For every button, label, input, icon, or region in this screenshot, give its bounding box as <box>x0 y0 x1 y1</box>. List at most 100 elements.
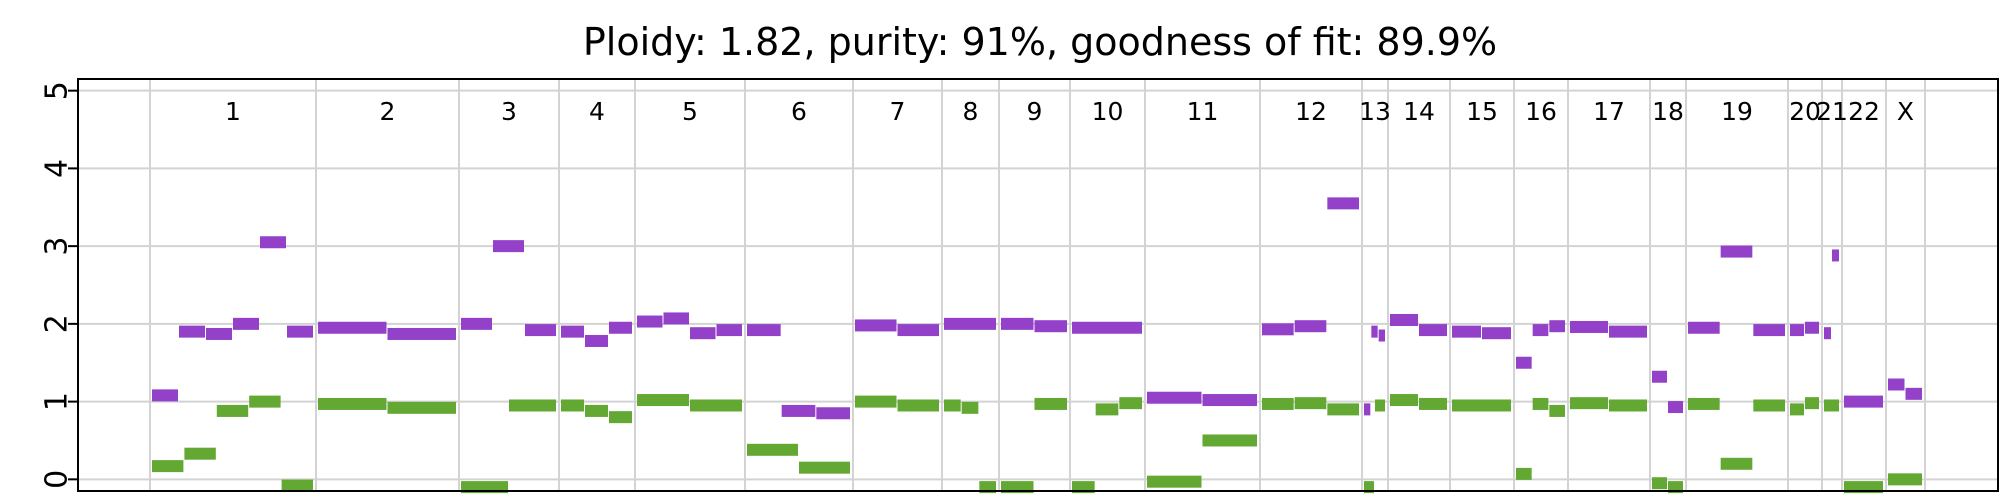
chromosome-label-1: 1 <box>225 97 241 126</box>
major-cn-segment-chr20 <box>1805 321 1819 334</box>
minor-cn-segment-chr16 <box>1549 404 1565 417</box>
major-cn-segment-chr9 <box>1001 317 1034 330</box>
major-cn-segment-chr10 <box>1072 321 1142 334</box>
major-cn-segment-chr9 <box>1034 320 1067 333</box>
major-cn-segment-chr1 <box>206 327 232 340</box>
minor-cn-segment-chrX <box>1888 473 1922 486</box>
major-cn-segment-chr6 <box>816 407 850 420</box>
major-cn-segment-chr4 <box>609 321 632 334</box>
minor-cn-segment-chr20 <box>1790 403 1804 416</box>
chromosome-label-7: 7 <box>890 97 906 126</box>
minor-cn-segment-chr11 <box>1147 475 1202 488</box>
minor-cn-segment-chr15 <box>1452 399 1511 412</box>
y-tick-label: 2 <box>40 314 75 333</box>
axis-layer: 0 1 2 3 4 5 <box>40 81 78 489</box>
chromosome-label-13: 13 <box>1359 97 1391 126</box>
major-cn-segment-chr18 <box>1668 401 1683 414</box>
major-cn-segment-chr13 <box>1364 403 1371 416</box>
major-cn-segment-chr17 <box>1570 320 1608 333</box>
minor-cn-segment-chr16 <box>1516 467 1532 480</box>
chromosome-label-8: 8 <box>963 97 979 126</box>
chart-title: Ploidy: 1.82, purity: 91%, goodness of f… <box>583 20 1497 64</box>
minor-cn-segment-chr14 <box>1419 397 1447 410</box>
chromosome-label-20: 20 <box>1789 97 1821 126</box>
minor-copy-number-series <box>152 394 1922 494</box>
major-cn-segment-chr4 <box>561 325 584 338</box>
minor-cn-segment-chr4 <box>561 399 584 412</box>
minor-cn-segment-chr19 <box>1753 399 1785 412</box>
major-cn-segment-chr6 <box>781 404 816 417</box>
major-cn-segment-chr14 <box>1390 313 1418 326</box>
minor-cn-segment-chr10 <box>1095 403 1119 416</box>
y-tick-label: 0 <box>40 470 75 489</box>
minor-cn-segment-chr19 <box>1688 397 1720 410</box>
major-cn-segment-chr19 <box>1753 324 1785 337</box>
chromosome-label-2: 2 <box>380 97 396 126</box>
major-cn-segment-chr11 <box>1202 394 1257 407</box>
chromosome-label-9: 9 <box>1027 97 1043 126</box>
major-cn-segment-chr18 <box>1652 370 1667 383</box>
major-cn-segment-chr16 <box>1549 320 1565 333</box>
major-cn-segment-chr5 <box>637 315 663 328</box>
major-cn-segment-chr14 <box>1419 324 1447 337</box>
minor-cn-segment-chr6 <box>799 461 850 474</box>
minor-cn-segment-chr4 <box>585 404 608 417</box>
minor-cn-segment-chr13 <box>1364 481 1374 494</box>
minor-cn-segment-chr14 <box>1390 394 1418 407</box>
grid-layer <box>78 79 1998 491</box>
minor-cn-segment-chr8 <box>961 401 979 414</box>
major-cn-segment-chr6 <box>747 324 781 337</box>
major-cn-segment-chr17 <box>1609 325 1647 338</box>
chromosome-label-17: 17 <box>1593 97 1625 126</box>
major-cn-segment-chr19 <box>1688 321 1720 334</box>
chromosome-label-18: 18 <box>1652 97 1684 126</box>
chromosome-label-5: 5 <box>682 97 698 126</box>
chromosome-label-19: 19 <box>1721 97 1753 126</box>
major-cn-segment-chr4 <box>585 334 608 347</box>
major-cn-segment-chr12 <box>1262 323 1294 336</box>
y-tick-label: 1 <box>40 392 75 411</box>
minor-cn-segment-chr5 <box>637 394 689 407</box>
major-cn-segment-chr5 <box>663 312 689 325</box>
y-tick-label: 4 <box>40 159 75 178</box>
major-cn-segment-chr16 <box>1516 356 1532 369</box>
chromosome-label-21: 21 <box>1816 97 1848 126</box>
minor-cn-segment-chr2 <box>387 401 456 414</box>
major-cn-segment-chr3 <box>493 240 524 253</box>
major-cn-segment-chr12 <box>1327 197 1359 210</box>
major-cn-segment-chr3 <box>525 324 556 337</box>
minor-cn-segment-chr4 <box>609 411 632 424</box>
major-cn-segment-chr7 <box>897 324 939 337</box>
major-cn-segment-chr15 <box>1482 327 1511 340</box>
major-cn-segment-chr13 <box>1378 329 1385 342</box>
minor-cn-segment-chr18 <box>1652 477 1667 490</box>
minor-cn-segment-chr1 <box>184 447 216 460</box>
major-copy-number-series <box>152 197 1922 420</box>
major-cn-segment-chr20 <box>1790 324 1804 337</box>
minor-cn-segment-chr8 <box>944 399 961 412</box>
major-cn-segment-chr19 <box>1720 245 1753 258</box>
major-cn-segment-chr12 <box>1294 320 1327 333</box>
chromosome-label-11: 11 <box>1187 97 1219 126</box>
chromosome-label-12: 12 <box>1295 97 1327 126</box>
minor-cn-segment-chr11 <box>1202 434 1257 447</box>
major-cn-segment-chr15 <box>1452 325 1481 338</box>
major-cn-segment-chr5 <box>716 324 742 337</box>
major-cn-segment-chr2 <box>318 321 387 334</box>
minor-cn-segment-chr3 <box>509 399 556 412</box>
minor-cn-segment-chr19 <box>1720 457 1753 470</box>
major-cn-segment-chr7 <box>855 319 897 332</box>
chromosome-label-15: 15 <box>1466 97 1498 126</box>
chromosome-label-10: 10 <box>1092 97 1124 126</box>
chromosome-label-16: 16 <box>1525 97 1557 126</box>
minor-cn-segment-chr1 <box>152 460 184 473</box>
major-cn-segment-chr13 <box>1371 325 1378 338</box>
minor-cn-segment-chr12 <box>1327 403 1359 416</box>
minor-cn-segment-chr10 <box>1119 397 1142 410</box>
minor-cn-segment-chr7 <box>897 399 939 412</box>
minor-cn-segment-chr12 <box>1262 397 1294 410</box>
chromosome-label-6: 6 <box>791 97 807 126</box>
minor-cn-segment-chr20 <box>1805 397 1819 410</box>
